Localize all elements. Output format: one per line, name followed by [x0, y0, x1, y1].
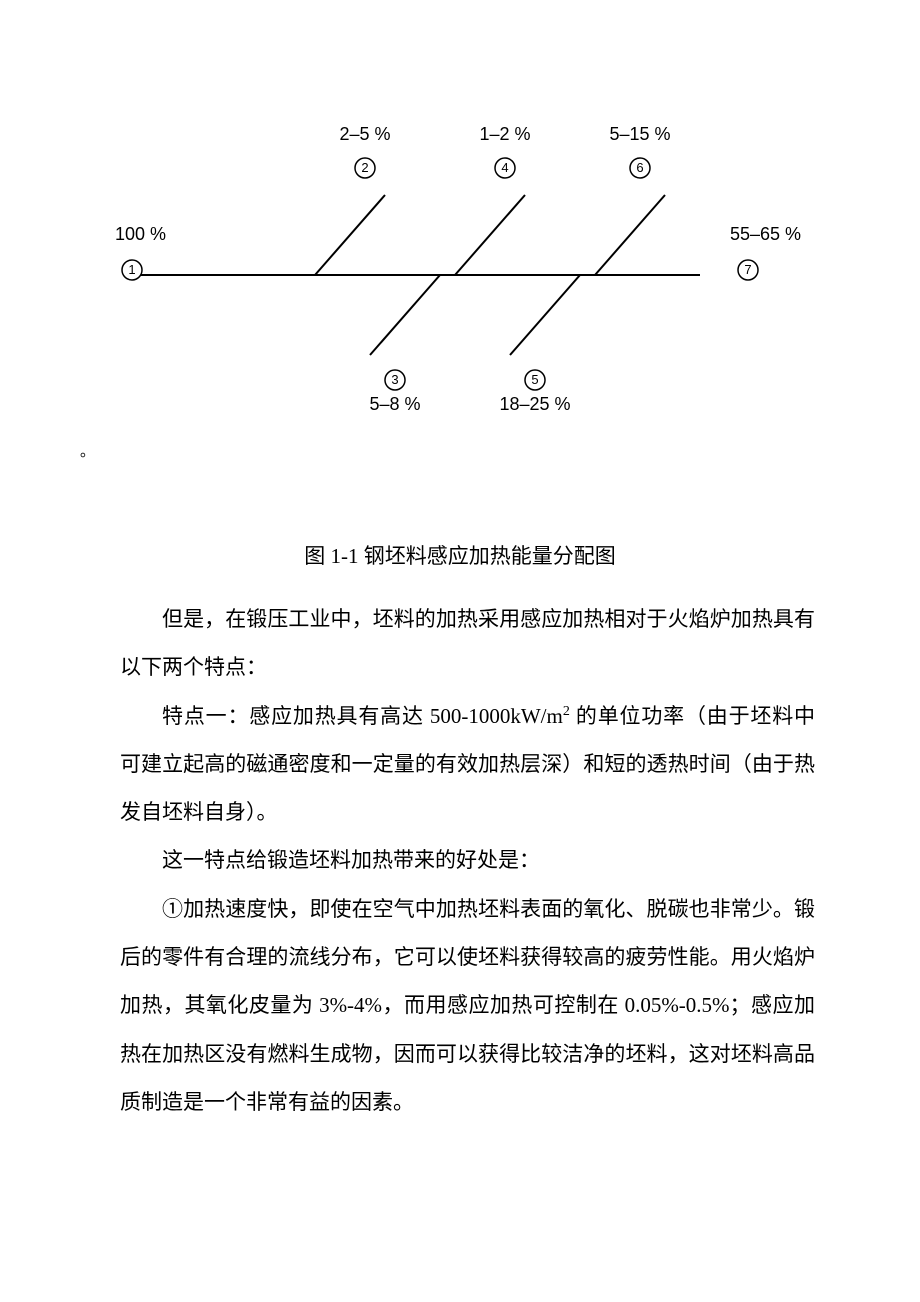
node-number-c4: 4: [501, 160, 508, 175]
node-number-c5: 5: [531, 372, 538, 387]
pct-label-pct_5_8: 5–8 %: [369, 394, 420, 414]
branch-line-0: [315, 195, 385, 275]
body-text-block: 但是，在锻压工业中，坯料的加热采用感应加热相对于火焰炉加热具有以下两个特点： 特…: [120, 595, 815, 1126]
node-number-c1: 1: [128, 262, 135, 277]
p2-superscript: 2: [563, 704, 570, 719]
pct-label-pct_55_65: 55–65 %: [730, 224, 801, 244]
fishbone-svg: 1 2 4 6 7 3 5 100 % 2–5 % 1–2 % 5–15 % 55–65 % 5–8 …: [110, 120, 810, 430]
branch-line-3: [370, 275, 440, 355]
node-number-c7: 7: [744, 262, 751, 277]
branch-line-4: [510, 275, 580, 355]
figure-caption: 图 1-1 钢坯料感应加热能量分配图: [0, 540, 920, 570]
paragraph-1: 但是，在锻压工业中，坯料的加热采用感应加热相对于火焰炉加热具有以下两个特点：: [120, 595, 815, 692]
paragraph-3: 这一特点给锻造坯料加热带来的好处是：: [120, 836, 815, 884]
node-number-c6: 6: [636, 160, 643, 175]
pct-label-pct_18_25: 18–25 %: [499, 394, 570, 414]
branch-line-1: [455, 195, 525, 275]
energy-distribution-diagram: 1 2 4 6 7 3 5 100 % 2–5 % 1–2 % 5–15 % 55–65 % 5–8 …: [110, 120, 810, 430]
paragraph-2: 特点一：感应加热具有高达 500-1000kW/m2 的单位功率（由于坯料中可建…: [120, 692, 815, 837]
pct-label-pct_100: 100 %: [115, 224, 166, 244]
stray-period: 。: [80, 440, 95, 461]
branch-line-2: [595, 195, 665, 275]
paragraph-4: ①加热速度快，即使在空气中加热坯料表面的氧化、脱碳也非常少。锻后的零件有合理的流…: [120, 885, 815, 1126]
pct-label-pct_2_5: 2–5 %: [339, 124, 390, 144]
node-number-c2: 2: [361, 160, 368, 175]
pct-label-pct_5_15: 5–15 %: [609, 124, 670, 144]
pct-label-pct_1_2: 1–2 %: [479, 124, 530, 144]
p2-pre: 特点一：感应加热具有高达 500-1000kW/m: [162, 704, 563, 728]
node-number-c3: 3: [391, 372, 398, 387]
